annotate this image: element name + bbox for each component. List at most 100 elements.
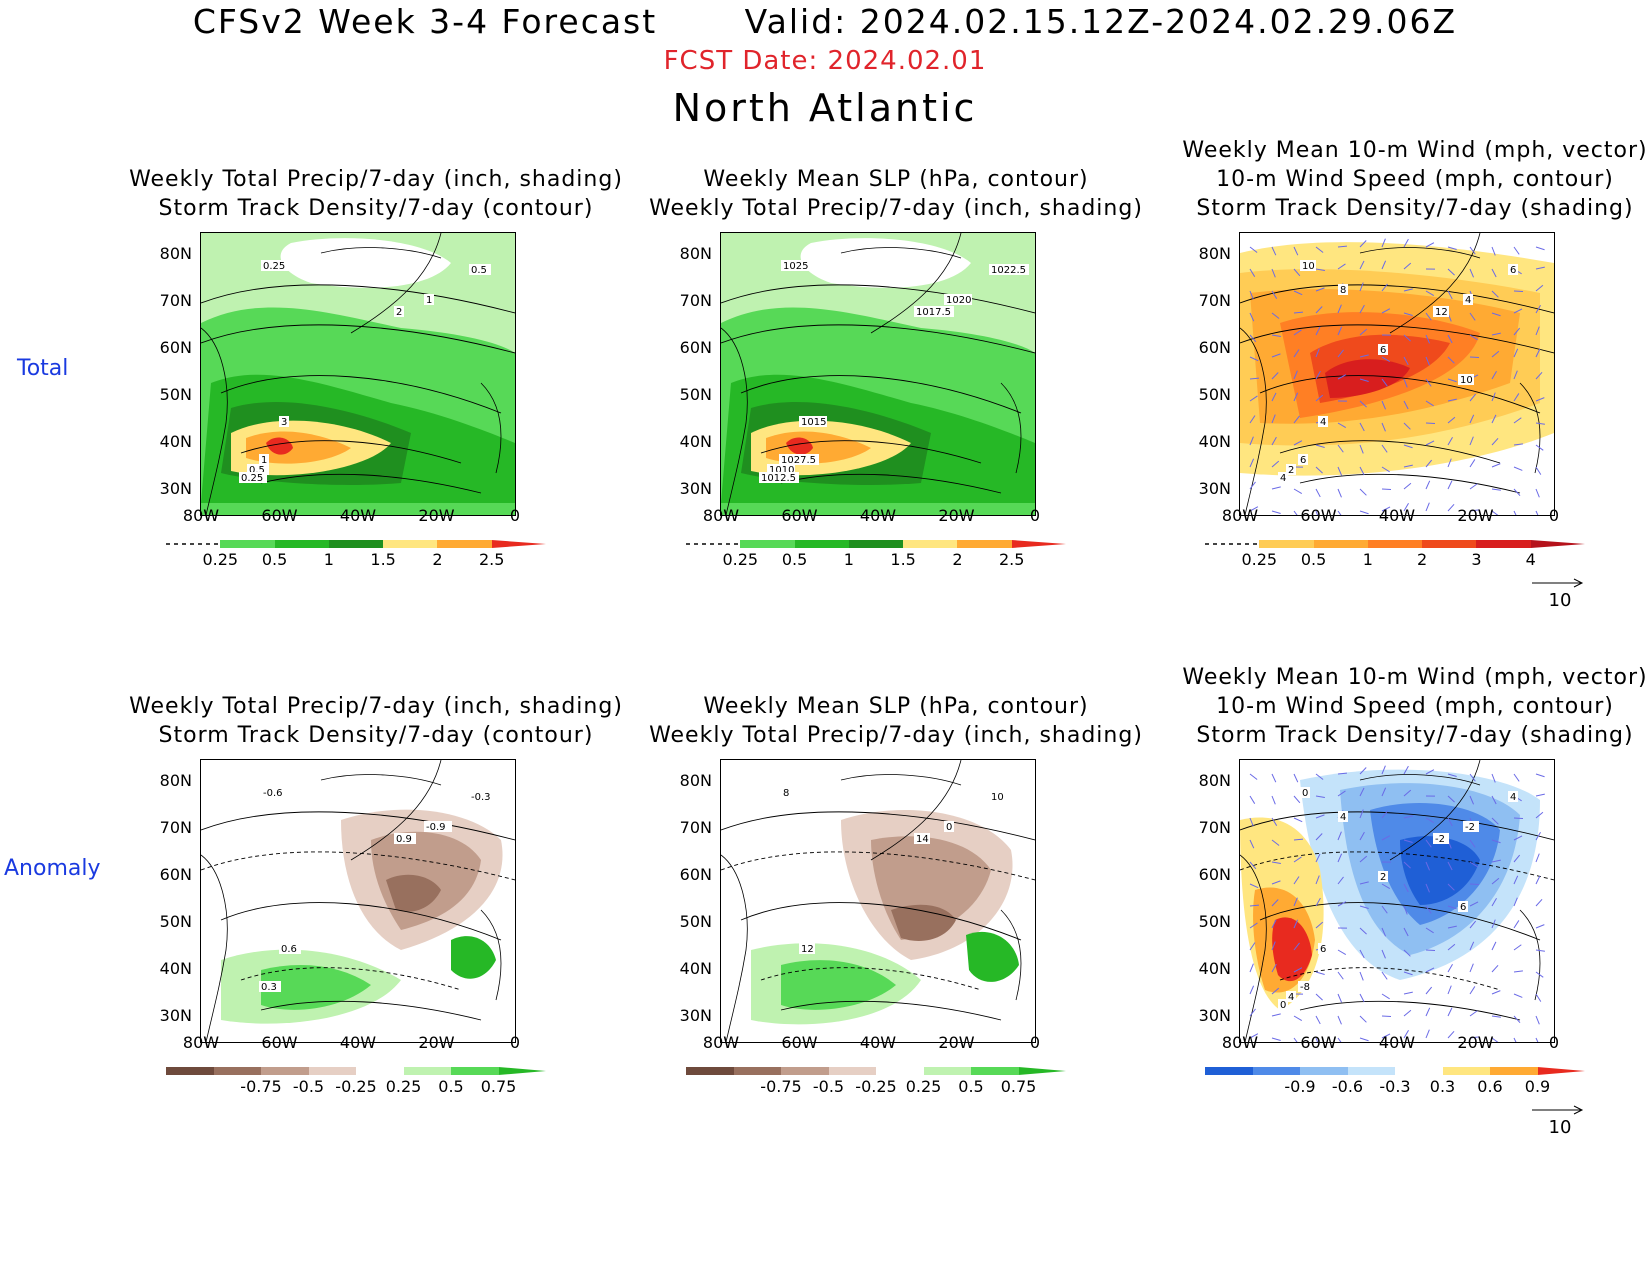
coastline (1240, 760, 1541, 1042)
wind-vector (1403, 815, 1413, 819)
wind-vector (1491, 463, 1501, 468)
shading-region (386, 874, 441, 912)
colorbar-segment (1313, 540, 1368, 548)
wind-vector (1293, 392, 1299, 402)
contour-label: 8 (1338, 284, 1348, 296)
wind-vector (1359, 260, 1365, 270)
colorbar-tick-label: 0.5 (261, 550, 288, 569)
wind-vector (1293, 290, 1303, 296)
contour-line (220, 902, 502, 941)
wind-vector (1535, 266, 1545, 270)
contour-label: 4 (1318, 416, 1328, 428)
wind-vector (1425, 967, 1435, 973)
wind-vector (1381, 993, 1390, 1000)
colorbar-segment (1252, 1067, 1300, 1075)
colorbar-tick-label: -0.6 (1331, 1077, 1364, 1096)
wind-vector (1293, 876, 1300, 885)
wind-vector (1535, 853, 1540, 863)
panel-title-line-2: Weekly Mean SLP (hPa, contour) (703, 167, 1089, 192)
colorbar-segment (166, 543, 221, 545)
colorbar-segment (740, 540, 795, 548)
wind-vector (1513, 920, 1520, 929)
colorbar-segment (828, 1067, 876, 1075)
svg-text:3: 3 (281, 417, 287, 428)
wind-vector (1425, 440, 1435, 446)
colorbar-tick-label: 4 (1525, 550, 1536, 569)
wind-vector (1337, 901, 1347, 907)
lon-tick-label: 60W (1300, 506, 1337, 525)
wind-vector (1491, 488, 1501, 491)
shading-region (786, 437, 813, 455)
colorbar-tick-label: 1 (1362, 550, 1373, 569)
lon-tick-label: 60W (781, 506, 818, 525)
wind-vector (1249, 963, 1254, 973)
svg-text:1: 1 (261, 455, 267, 466)
wind-vector (1425, 883, 1430, 893)
wind-vector (1491, 773, 1496, 783)
wind-vector (1315, 773, 1324, 780)
wind-vector (1293, 897, 1298, 907)
lat-tick-label: 80N (1198, 244, 1231, 263)
wind-vector (1337, 444, 1344, 453)
wind-vector (1271, 312, 1280, 319)
wind-vector (1447, 861, 1453, 871)
reference-vector-label: 10 (1548, 590, 1572, 611)
wind-vector (1447, 246, 1457, 250)
wind-vector (1337, 422, 1347, 428)
wind-vector (1337, 263, 1346, 270)
wind-vector (1293, 1015, 1303, 1021)
contour-label: 4 (1338, 811, 1348, 823)
contour-line (760, 967, 982, 991)
wind-vector (1469, 986, 1476, 995)
wind-vector (1403, 839, 1413, 843)
svg-text:10: 10 (991, 792, 1004, 803)
wind-vector (1469, 436, 1474, 446)
contour-label: 1020 (944, 294, 972, 306)
colorbar-segment (1347, 1067, 1395, 1075)
wind-vector (1447, 985, 1452, 995)
wind-vector (1359, 304, 1365, 314)
wind-vector (1513, 854, 1521, 863)
lat-tick-label: 80N (159, 244, 192, 263)
colorbar-tick-label: -0.5 (812, 1077, 845, 1096)
wind-vector (1315, 897, 1321, 907)
wind-vector (1271, 839, 1280, 846)
wind-vector (1249, 773, 1258, 780)
wind-vector (1447, 504, 1455, 512)
contour-label: 2 (1378, 871, 1388, 883)
wind-vector (1469, 246, 1476, 255)
svg-text:6: 6 (1460, 902, 1466, 913)
map-panel-anom-precip: Weekly Total Precip/7-day (inch, shading… (96, 655, 656, 1175)
wind-vector (1425, 1007, 1431, 1017)
wind-vector (1491, 438, 1499, 446)
wind-vector (1491, 817, 1499, 825)
panel-title-line-2: 10-m Wind Speed (mph, contour) (1216, 694, 1614, 719)
wind-vector (1359, 993, 1365, 1003)
contour-label: 0.9 (394, 833, 416, 845)
contour-label: 4 (1463, 294, 1473, 306)
colorbar-tick-label: -0.75 (760, 1077, 802, 1096)
lon-tick-label: 80W (182, 506, 220, 525)
contour-label: 12 (1433, 306, 1449, 318)
wind-vector (1381, 1033, 1391, 1039)
wind-vector (1359, 787, 1365, 797)
wind-vector (1469, 795, 1474, 805)
wind-vector (1513, 246, 1520, 255)
wind-vector (1315, 268, 1325, 272)
wind-vector (1315, 488, 1321, 498)
wind-vector (1403, 949, 1411, 957)
map-panel-anom-slp: Weekly Mean SLP (hPa, contour) Weekly Tot… (616, 655, 1176, 1175)
contour-label: 1022.5 (989, 264, 1029, 276)
contour-label: -2 (1463, 821, 1479, 833)
lon-tick-label: 80W (1221, 506, 1259, 525)
wind-vector (1337, 949, 1347, 955)
lat-tick-label: 60N (159, 865, 192, 884)
contour-label: 1 (259, 454, 269, 466)
contour-label: 1012.5 (759, 472, 799, 484)
wind-vector (1315, 246, 1324, 253)
wind-vector (1535, 924, 1545, 929)
svg-text:2: 2 (396, 307, 402, 318)
wind-vector (1469, 393, 1477, 402)
colorbar-tick-label: 1 (323, 550, 334, 569)
colorbar-segment (356, 1067, 404, 1075)
